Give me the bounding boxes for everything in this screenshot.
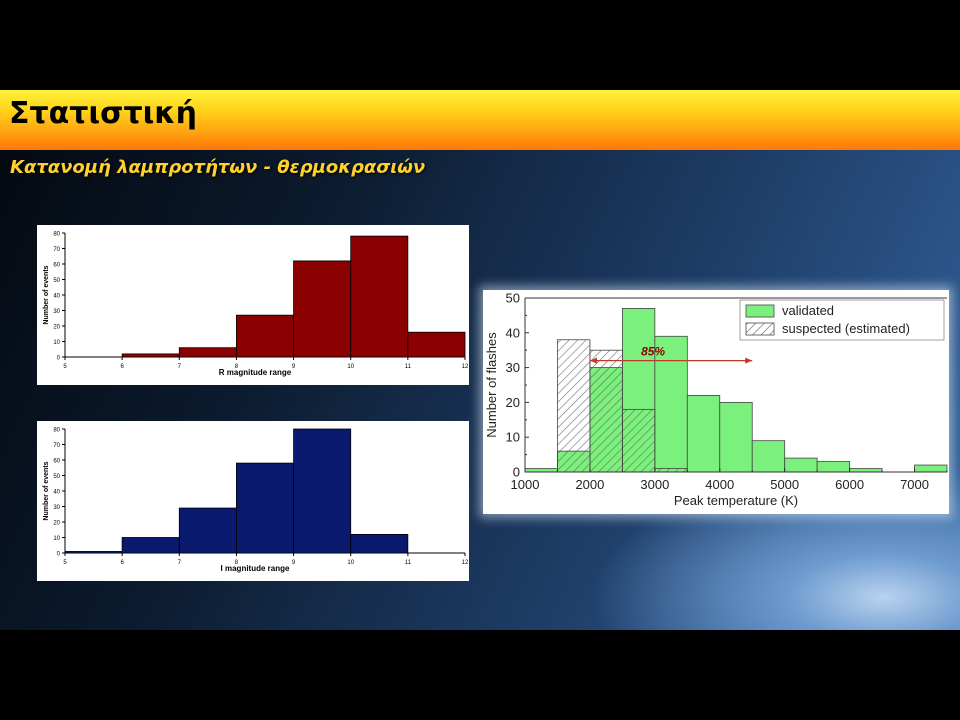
r-y-axis-label: Number of events [43,265,50,324]
i-x-tick-label: 6 [120,560,124,566]
r-x-tick-label: 12 [462,364,469,370]
t-y-tick-label: 20 [506,395,520,410]
i-x-tick-label: 5 [63,560,67,566]
validated-bar [654,335,688,473]
t-x-tick-label: 5000 [770,477,799,492]
t-y-tick-label: 0 [513,465,520,480]
i-x-tick-label: 7 [178,560,182,566]
t-y-tick-label: 50 [506,291,520,306]
r-y-tick-label: 0 [57,356,61,362]
t-x-tick-label: 2000 [575,477,604,492]
t-y-tick-label: 30 [506,360,520,375]
r-magnitude-histogram: 0 10 20 30 40 50 60 70 80 5 6 7 8 9 10 11 12 R magnitude … [37,225,469,385]
i-bar [350,534,409,554]
i-y-axis-label: Number of events [43,461,50,520]
r-bar [407,331,466,358]
legend-validated-label: validated [782,303,834,318]
i-bar [293,428,352,554]
t-x-tick-label: 7000 [900,477,929,492]
i-y-tick-label: 10 [53,536,60,542]
validated-bar [784,457,818,473]
legend-validated-swatch [745,304,775,318]
r-y-tick-label: 60 [53,263,60,269]
i-y-tick-label: 20 [53,521,60,527]
t-x-tick-label: 6000 [835,477,864,492]
t-y-tick-label: 10 [506,430,520,445]
i-y-tick-label: 0 [57,552,61,558]
t-x-tick-label: 3000 [640,477,669,492]
i-y-tick-label: 50 [53,474,60,480]
i-histogram-svg: 0 10 20 30 40 50 60 70 80 5 6 7 8 9 10 11 12 I magnitude … [43,428,469,574]
suspected-bar [654,468,688,473]
t-y-axis-label: Number of flashes [484,332,499,438]
i-x-axis-label: I magnitude range [221,564,290,573]
i-bar [236,462,294,554]
validated-bar [719,402,753,473]
r-x-tick-label: 9 [292,364,296,370]
r-bar [293,260,352,358]
suspected-bar [589,349,623,473]
peak-temperature-histogram: 0 10 20 30 40 50 1000 2000 3000 4000 5000 6000 7000 P… [483,290,949,514]
i-x-tick-label: 10 [347,560,354,566]
i-y-tick-label: 60 [53,459,60,465]
r-y-tick-label: 80 [53,232,60,238]
validated-bar [524,468,558,473]
r-y-tick-label: 40 [53,294,60,300]
legend-suspected-label: suspected (estimated) [782,321,910,336]
validated-bar [686,395,721,473]
suspected-bar [557,339,591,473]
validated-bar [914,464,948,473]
r-y-tick-label: 70 [53,247,60,253]
validated-bar [816,461,851,473]
i-bar [121,537,180,554]
r-y-tick-label: 20 [53,325,60,331]
t-x-tick-label: 1000 [511,477,540,492]
r-y-tick-label: 50 [53,278,60,284]
i-bar [178,507,237,554]
r-x-tick-label: 7 [178,364,182,370]
title-bar: Στατιστική [0,90,960,150]
t-y-tick-label: 40 [506,325,520,340]
i-x-tick-label: 12 [462,560,469,566]
r-x-tick-label: 6 [120,364,124,370]
i-x-tick-label: 9 [292,560,296,566]
legend-suspected-swatch [745,322,775,336]
i-y-tick-label: 40 [53,490,60,496]
slide: Στατιστική Κατανομή λαμπροτήτων - θερμοκ… [0,90,960,630]
i-x-tick-label: 8 [235,560,239,566]
slide-subtitle: Κατανομή λαμπροτήτων - θερμοκρασιών [10,157,426,178]
i-y-tick-label: 70 [53,443,60,449]
i-y-tick-label: 80 [53,428,60,434]
r-bar [350,235,409,358]
i-y-tick-label: 30 [53,505,60,511]
r-x-tick-label: 11 [405,364,412,370]
r-x-tick-label: 8 [235,364,239,370]
suspected-bar [621,408,656,473]
range-arrow-left-head [589,357,597,364]
temperature-histogram-svg: 0 10 20 30 40 50 1000 2000 3000 4000 5000 6000 7000 P… [484,291,948,508]
r-y-tick-label: 10 [53,340,60,346]
r-x-tick-label: 10 [347,364,354,370]
validated-bar [751,440,786,473]
range-annotation-label: 85% [641,345,665,359]
i-x-tick-label: 11 [405,560,412,566]
validated-bar [849,468,883,473]
r-y-tick-label: 30 [53,309,60,315]
r-bar [236,314,294,358]
r-bar [178,347,237,358]
range-arrow-right-head [745,357,753,364]
t-x-tick-label: 4000 [705,477,734,492]
r-bar [121,353,180,358]
i-bar [64,551,123,554]
slide-title: Στατιστική [9,96,197,131]
r-histogram-svg: 0 10 20 30 40 50 60 70 80 5 6 7 8 9 10 11 12 R magnitude … [43,232,469,378]
r-x-axis-label: R magnitude range [219,368,292,377]
r-x-tick-label: 5 [63,364,67,370]
t-x-axis-label: Peak temperature (K) [674,493,798,508]
i-magnitude-histogram: 0 10 20 30 40 50 60 70 80 5 6 7 8 9 10 11 12 I magnitude … [37,421,469,581]
